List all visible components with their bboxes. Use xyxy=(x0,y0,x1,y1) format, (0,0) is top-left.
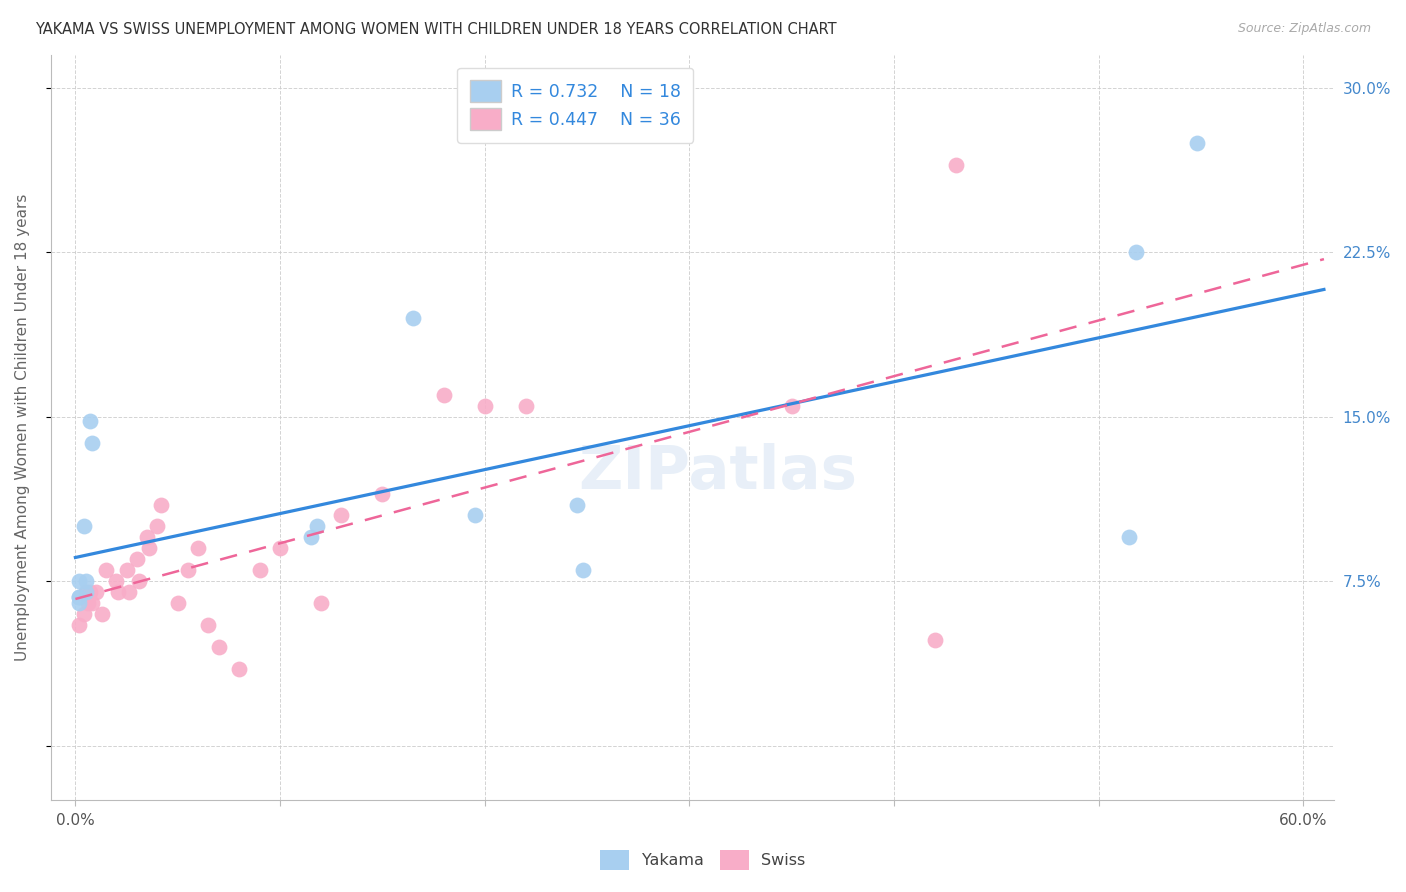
Point xyxy=(208,640,231,654)
Point xyxy=(780,399,803,413)
Y-axis label: Unemployment Among Women with Children Under 18 years: Unemployment Among Women with Children U… xyxy=(15,194,30,662)
Point xyxy=(197,618,219,632)
Point xyxy=(69,618,91,632)
Point xyxy=(107,585,129,599)
Point xyxy=(166,596,188,610)
Point xyxy=(69,574,91,589)
Point xyxy=(249,563,271,577)
Point xyxy=(1118,530,1140,544)
Point xyxy=(72,519,94,533)
Point xyxy=(565,498,588,512)
Point xyxy=(105,574,128,589)
Point xyxy=(76,596,98,610)
Point xyxy=(91,607,114,621)
Point xyxy=(371,486,394,500)
Point xyxy=(136,530,159,544)
Point xyxy=(117,585,139,599)
Point xyxy=(309,596,332,610)
Point xyxy=(305,519,328,533)
Text: Source: ZipAtlas.com: Source: ZipAtlas.com xyxy=(1237,22,1371,36)
Point xyxy=(75,585,97,599)
Point xyxy=(80,596,103,610)
Text: YAKAMA VS SWISS UNEMPLOYMENT AMONG WOMEN WITH CHILDREN UNDER 18 YEARS CORRELATIO: YAKAMA VS SWISS UNEMPLOYMENT AMONG WOMEN… xyxy=(35,22,837,37)
Point xyxy=(1125,245,1147,260)
Point xyxy=(69,590,91,604)
Point xyxy=(402,311,425,326)
Point xyxy=(924,633,946,648)
Point xyxy=(125,552,148,566)
Point xyxy=(433,388,456,402)
Point xyxy=(330,508,353,523)
Point xyxy=(84,585,107,599)
Point xyxy=(138,541,160,556)
Point xyxy=(945,158,967,172)
Point xyxy=(572,563,595,577)
Point xyxy=(115,563,138,577)
Point xyxy=(269,541,291,556)
Point xyxy=(1185,136,1208,150)
Point xyxy=(515,399,537,413)
Point xyxy=(80,436,103,450)
Legend: R = 0.732    N = 18, R = 0.447    N = 36: R = 0.732 N = 18, R = 0.447 N = 36 xyxy=(457,68,693,143)
Point xyxy=(146,519,169,533)
Legend: Yakama, Swiss: Yakama, Swiss xyxy=(593,844,813,877)
Point xyxy=(72,607,94,621)
Point xyxy=(463,508,485,523)
Point xyxy=(69,596,91,610)
Point xyxy=(75,574,97,589)
Point xyxy=(228,662,250,676)
Point xyxy=(187,541,209,556)
Point xyxy=(128,574,150,589)
Point xyxy=(150,498,173,512)
Point xyxy=(299,530,322,544)
Point xyxy=(177,563,200,577)
Point xyxy=(474,399,496,413)
Point xyxy=(75,585,97,599)
Point xyxy=(69,590,91,604)
Point xyxy=(79,585,101,599)
Point xyxy=(79,414,101,428)
Point xyxy=(94,563,117,577)
Text: ZIPatlas: ZIPatlas xyxy=(579,443,858,502)
